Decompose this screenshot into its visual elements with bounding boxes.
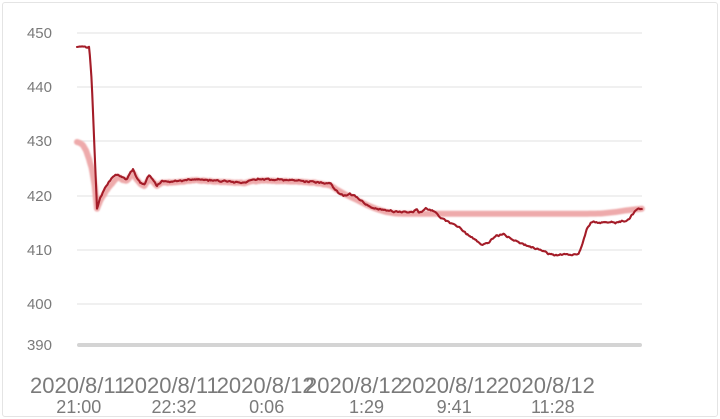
svg-text:2020/8/12: 2020/8/12 bbox=[400, 373, 498, 398]
svg-text:420: 420 bbox=[27, 188, 52, 205]
svg-text:22:32: 22:32 bbox=[151, 397, 196, 417]
svg-text:450: 450 bbox=[27, 25, 52, 42]
svg-text:440: 440 bbox=[27, 79, 52, 96]
svg-text:2020/8/12: 2020/8/12 bbox=[305, 373, 403, 398]
svg-text:410: 410 bbox=[27, 242, 52, 259]
svg-text:0:06: 0:06 bbox=[249, 397, 284, 417]
svg-text:430: 430 bbox=[27, 133, 52, 150]
svg-text:11:28: 11:28 bbox=[531, 397, 575, 417]
svg-text:2020/8/12: 2020/8/12 bbox=[217, 373, 315, 398]
svg-text:390: 390 bbox=[27, 337, 52, 354]
svg-text:400: 400 bbox=[27, 296, 52, 313]
svg-text:21:00: 21:00 bbox=[56, 397, 101, 417]
svg-text:1:29: 1:29 bbox=[349, 397, 384, 417]
svg-text:2020/8/11: 2020/8/11 bbox=[123, 373, 219, 398]
svg-text:9:41: 9:41 bbox=[437, 397, 472, 417]
svg-text:2020/8/12: 2020/8/12 bbox=[497, 373, 595, 398]
svg-text:2020/8/11: 2020/8/11 bbox=[30, 373, 126, 398]
